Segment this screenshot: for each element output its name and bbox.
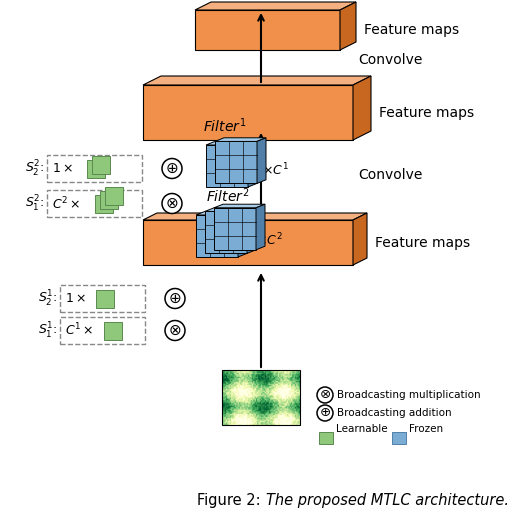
Text: The proposed MTLC architecture.: The proposed MTLC architecture.: [266, 492, 509, 508]
Text: ⊗: ⊗: [320, 388, 331, 401]
Text: Feature maps: Feature maps: [379, 106, 474, 120]
Text: ⊕: ⊕: [169, 291, 181, 306]
Bar: [215, 141, 257, 184]
Text: $C^2\times$: $C^2\times$: [52, 195, 81, 212]
Polygon shape: [248, 141, 257, 187]
Bar: [92, 156, 110, 174]
Polygon shape: [353, 76, 371, 140]
Bar: [87, 160, 105, 178]
Text: $Filter^1$: $Filter^1$: [204, 116, 246, 135]
Circle shape: [317, 387, 333, 403]
Bar: [205, 212, 247, 253]
Polygon shape: [206, 141, 257, 145]
Polygon shape: [143, 76, 371, 85]
Polygon shape: [247, 208, 256, 253]
Bar: [143, 220, 353, 265]
Bar: [143, 85, 353, 140]
Text: $C^1\times$: $C^1\times$: [65, 322, 94, 339]
Bar: [95, 195, 113, 213]
Circle shape: [317, 405, 333, 421]
Bar: [104, 322, 122, 340]
Polygon shape: [215, 138, 266, 141]
Text: $S_2^2$:: $S_2^2$:: [24, 159, 44, 178]
Polygon shape: [205, 208, 256, 212]
Text: $1\times$: $1\times$: [52, 162, 73, 175]
Circle shape: [165, 320, 185, 341]
FancyBboxPatch shape: [47, 155, 142, 182]
Circle shape: [162, 159, 182, 178]
Text: $\times C^2$: $\times C^2$: [256, 232, 282, 249]
Bar: [96, 290, 114, 308]
Polygon shape: [195, 2, 356, 10]
Text: Convolve: Convolve: [358, 53, 422, 67]
Text: $S_1^1$:: $S_1^1$:: [38, 320, 57, 341]
Polygon shape: [340, 2, 356, 50]
Bar: [222, 370, 300, 425]
Text: ⊗: ⊗: [165, 196, 179, 211]
Polygon shape: [196, 212, 247, 215]
FancyBboxPatch shape: [47, 190, 142, 217]
Text: Convolve: Convolve: [358, 168, 422, 182]
Bar: [195, 10, 340, 50]
Polygon shape: [256, 204, 265, 250]
Bar: [105, 187, 123, 205]
Polygon shape: [143, 213, 367, 220]
Text: ⊕: ⊕: [165, 161, 179, 176]
Text: ⊗: ⊗: [169, 323, 181, 338]
Bar: [392, 432, 406, 444]
FancyBboxPatch shape: [60, 317, 145, 344]
Bar: [206, 145, 248, 187]
Text: $S_1^2$:: $S_1^2$:: [24, 193, 44, 214]
Text: $1\times$: $1\times$: [65, 292, 86, 305]
Bar: [100, 191, 118, 209]
FancyBboxPatch shape: [60, 285, 145, 312]
Circle shape: [165, 289, 185, 308]
Text: Learnable: Learnable: [336, 424, 387, 434]
Polygon shape: [238, 212, 247, 257]
Bar: [196, 215, 238, 257]
Polygon shape: [257, 138, 266, 184]
Text: Broadcasting addition: Broadcasting addition: [337, 408, 452, 418]
Bar: [319, 432, 333, 444]
Text: Frozen: Frozen: [409, 424, 443, 434]
Text: Feature maps: Feature maps: [375, 236, 470, 250]
Circle shape: [162, 193, 182, 214]
Text: Figure 2:: Figure 2:: [197, 492, 265, 508]
Polygon shape: [214, 204, 265, 208]
Text: ⊕: ⊕: [320, 407, 331, 420]
Text: Broadcasting multiplication: Broadcasting multiplication: [337, 390, 481, 400]
Polygon shape: [353, 213, 367, 265]
Bar: [214, 208, 256, 250]
Text: $\times C^1$: $\times C^1$: [262, 162, 289, 178]
Text: $S_2^1$:: $S_2^1$:: [38, 289, 57, 308]
Text: $Filter^2$: $Filter^2$: [206, 186, 250, 205]
Text: Feature maps: Feature maps: [364, 23, 459, 37]
